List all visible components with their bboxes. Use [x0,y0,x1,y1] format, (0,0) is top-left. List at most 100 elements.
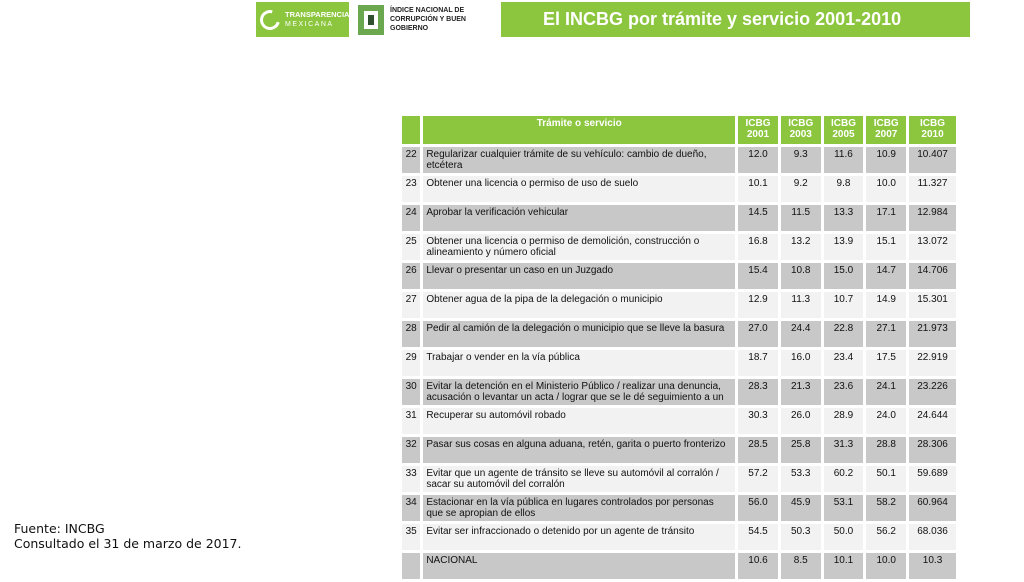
row-value: 27.0 [738,321,778,347]
row-value: 50.1 [866,466,907,492]
row-value: 13.3 [823,205,864,231]
row-number: 35 [402,524,421,550]
row-tramite: Regularizar cualquier trámite de su vehí… [423,147,736,173]
row-value: 12.0 [738,147,778,173]
slide-title: El INCBG por trámite y servicio 2001-201… [501,2,970,37]
row-value: 14.7 [866,263,907,289]
row-value: 8.5 [780,553,821,579]
row-value: 28.306 [909,437,956,463]
row-value: 10.6 [738,553,778,579]
consulted-text: Consultado el 31 de marzo de 2017. [14,536,242,551]
row-number: 29 [402,350,421,376]
row-value: 14.5 [738,205,778,231]
row-tramite: Pasar sus cosas en alguna aduana, retén,… [423,437,736,463]
row-value: 54.5 [738,524,778,550]
row-tramite: Llevar o presentar un caso en un Juzgado [423,263,736,289]
row-value: 28.5 [738,437,778,463]
table-row: 32 Pasar sus cosas en alguna aduana, reté… [402,437,956,463]
row-value: 11.6 [823,147,864,173]
table-row: 29 Trabajar o vender en la vía pública 18.… [402,350,956,376]
transparencia-mexicana-logo: TRANSPARENCIA MEXICANA [256,2,349,37]
row-tramite: Obtener una licencia o permiso de demoli… [423,234,736,260]
source-text: Fuente: INCBG [14,521,105,536]
logo-tm-line2: MEXICANA [285,20,334,28]
row-value: 68.036 [909,524,956,550]
row-value: 16.8 [738,234,778,260]
table-row: 30 Evitar la detención en el Ministerio P… [402,379,956,405]
header-index-cell [402,116,421,144]
header-icbg-2003: ICBG 2003 [780,116,821,144]
row-value: 21.3 [780,379,821,405]
incbg-table-container: Trámite o servicio ICBG 2001 ICBG 2003 I… [399,113,959,582]
row-value: 23.4 [823,350,864,376]
header-icbg-2010: ICBG 2010 [909,116,956,144]
table-body: 22 Regularizar cualquier trámite de su ve… [402,147,956,579]
row-value: 11.5 [780,205,821,231]
row-value: 22.8 [823,321,864,347]
row-value: 13.2 [780,234,821,260]
row-value: 23.226 [909,379,956,405]
row-value: 17.1 [866,205,907,231]
table-row: 27 Obtener agua de la pipa de la delegaci… [402,292,956,318]
row-value: 11.3 [780,292,821,318]
row-value: 58.2 [866,495,907,521]
header-tramite: Trámite o servicio [423,116,736,144]
row-tramite: Aprobar la verificación vehicular [423,205,736,231]
row-value: 59.689 [909,466,956,492]
table-row: 22 Regularizar cualquier trámite de su ve… [402,147,956,173]
row-value: 9.8 [823,176,864,202]
row-number: 34 [402,495,421,521]
row-value: 10.3 [909,553,956,579]
incbg-logo: ÍNDICE NACIONAL DE CORRUPCIÓN Y BUEN GOB… [352,2,502,37]
row-value: 30.3 [738,408,778,434]
table-row: 26 Llevar o presentar un caso en un Juzga… [402,263,956,289]
table-row: NACIONAL 10.6 8.5 10.1 10.0 10.3 [402,553,956,579]
row-tramite: Evitar que un agente de tránsito se llev… [423,466,736,492]
row-number: 22 [402,147,421,173]
row-tramite: Obtener agua de la pipa de la delegación… [423,292,736,318]
table-row: 31 Recuperar su automóvil robado 30.3 26.0 2… [402,408,956,434]
logo-inc-line2: CORRUPCIÓN Y BUEN GOBIERNO [390,16,466,32]
row-number: 32 [402,437,421,463]
row-value: 14.9 [866,292,907,318]
row-number: 23 [402,176,421,202]
row-value: 53.3 [780,466,821,492]
row-value: 10.1 [738,176,778,202]
row-value: 50.3 [780,524,821,550]
row-value: 21.973 [909,321,956,347]
header-icbg-2005: ICBG 2005 [823,116,864,144]
row-value: 60.2 [823,466,864,492]
row-number [402,553,421,579]
row-value: 24.0 [866,408,907,434]
row-value: 12.9 [738,292,778,318]
slide-header: TRANSPARENCIA MEXICANA ÍNDICE NACIONAL D… [256,2,970,37]
row-value: 56.2 [866,524,907,550]
row-value: 56.0 [738,495,778,521]
row-value: 15.4 [738,263,778,289]
row-number: 24 [402,205,421,231]
row-value: 11.327 [909,176,956,202]
table-row: 25 Obtener una licencia o permiso de demo… [402,234,956,260]
row-tramite: Recuperar su automóvil robado [423,408,736,434]
incbg-mark-icon [358,4,384,35]
row-value: 15.0 [823,263,864,289]
row-value: 23.6 [823,379,864,405]
row-value: 9.2 [780,176,821,202]
table-row: 35 Evitar ser infraccionado o detenido po… [402,524,956,550]
row-value: 10.7 [823,292,864,318]
row-tramite: Estacionar en la vía pública en lugares … [423,495,736,521]
row-value: 12.984 [909,205,956,231]
row-tramite: Pedir al camión de la delegación o munic… [423,321,736,347]
row-value: 50.0 [823,524,864,550]
row-value: 31.3 [823,437,864,463]
row-value: 10.1 [823,553,864,579]
table-row: 24 Aprobar la verificación vehicular 14.5 1… [402,205,956,231]
row-value: 16.0 [780,350,821,376]
row-value: 28.8 [866,437,907,463]
table-row: 34 Estacionar en la vía pública en lugare… [402,495,956,521]
table-header-row: Trámite o servicio ICBG 2001 ICBG 2003 I… [402,116,956,144]
row-number: 31 [402,408,421,434]
row-tramite: Obtener una licencia o permiso de uso de… [423,176,736,202]
row-number: 27 [402,292,421,318]
row-value: 10.8 [780,263,821,289]
